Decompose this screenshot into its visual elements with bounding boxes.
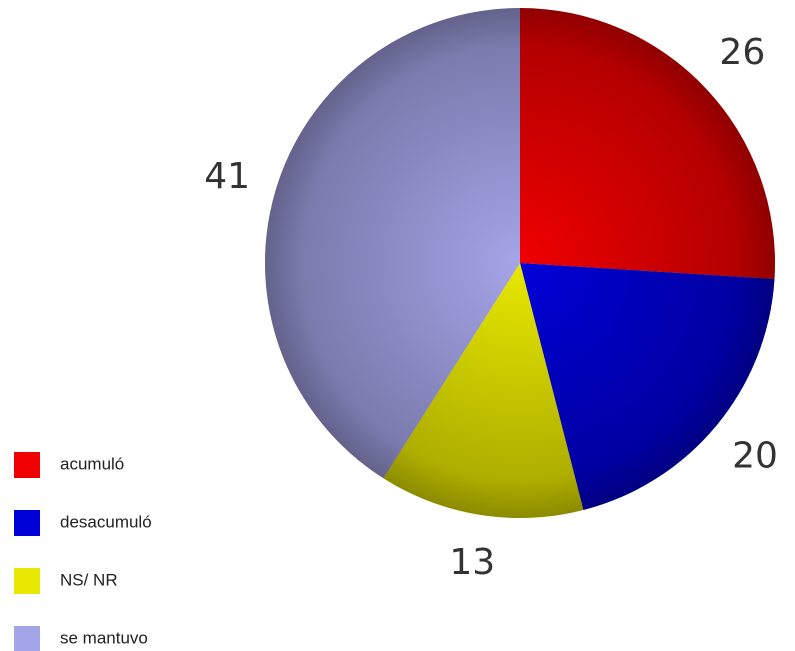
pie bbox=[264, 8, 776, 519]
legend-label: desacumuló bbox=[60, 512, 152, 531]
data-label: 41 bbox=[204, 156, 250, 197]
data-label: 13 bbox=[449, 542, 495, 583]
labels: 26 acumuló 20 desacumuló 13 NS/ NR 41 se mantuv… bbox=[14, 32, 778, 651]
legend-label: NS/ NR bbox=[60, 570, 118, 589]
data-label: 26 bbox=[719, 32, 765, 73]
legend-swatch bbox=[14, 626, 40, 651]
legend-swatch bbox=[14, 510, 40, 536]
legend-label: acumuló bbox=[60, 454, 124, 473]
legend-swatch bbox=[14, 452, 40, 478]
data-label: 20 bbox=[732, 435, 778, 476]
legend-label: se mantuvo bbox=[60, 628, 148, 647]
legend-swatch bbox=[14, 568, 40, 594]
